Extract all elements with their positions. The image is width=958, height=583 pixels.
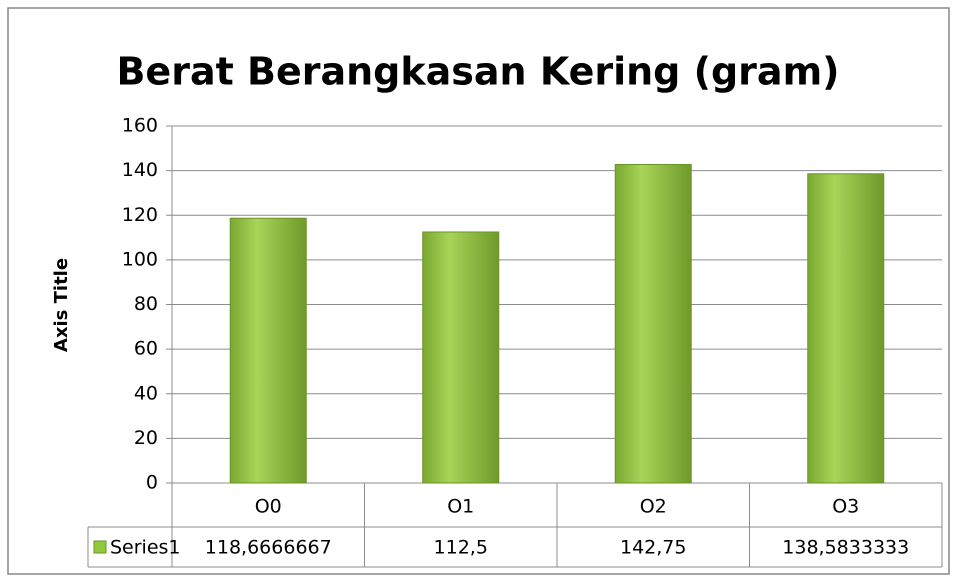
y-tick-label: 20 (134, 427, 158, 449)
table-value: 112,5 (434, 537, 488, 559)
y-axis-title: Axis Title (51, 258, 72, 352)
table-value: 138,5833333 (782, 537, 909, 559)
legend-label: Series1 (110, 537, 181, 559)
y-tick-label: 100 (122, 248, 158, 270)
table-value: 118,6666667 (205, 537, 332, 559)
y-tick-label: 140 (122, 159, 158, 181)
chart-title: Berat Berangkasan Kering (gram) (116, 50, 839, 94)
y-tick-label: 0 (146, 472, 158, 494)
x-tick-label: O3 (832, 496, 859, 518)
x-tick-label: O2 (640, 496, 667, 518)
y-tick-label: 120 (122, 204, 158, 226)
table-value: 142,75 (620, 537, 686, 559)
bar (614, 163, 692, 484)
x-tick-label: O0 (255, 496, 282, 518)
y-tick-label: 60 (134, 338, 158, 360)
bar (229, 217, 307, 484)
x-tick-label: O1 (447, 496, 474, 518)
y-tick-label: 80 (134, 293, 158, 315)
legend-swatch (93, 540, 107, 554)
y-tick-label: 160 (122, 115, 158, 137)
bar (807, 173, 885, 484)
bar (422, 231, 500, 484)
y-tick-label: 40 (134, 382, 158, 404)
